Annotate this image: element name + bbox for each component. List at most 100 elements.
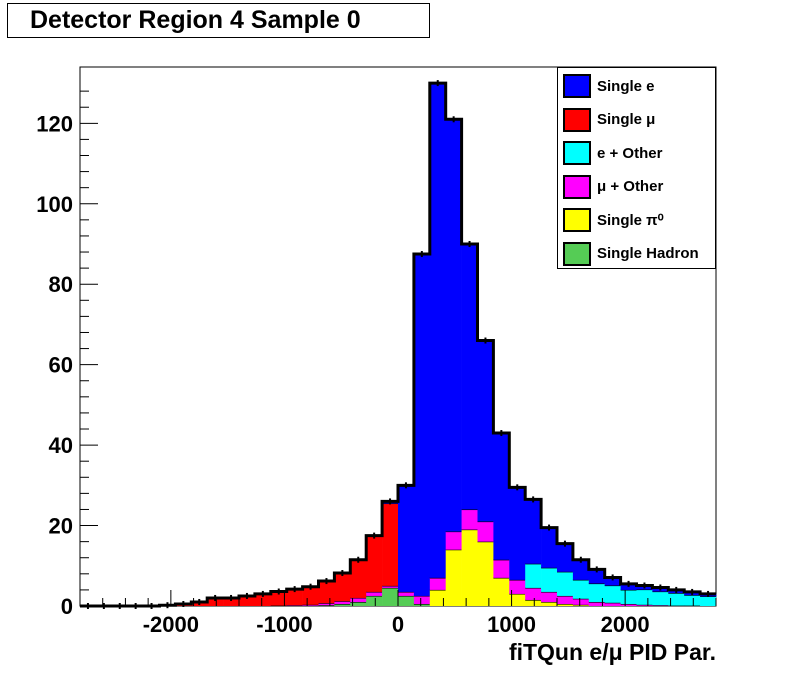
bar-segment-3-bin-31 xyxy=(572,579,590,599)
bar-segment-2-bin-28 xyxy=(525,587,542,600)
bar-segment-0-bin-19 xyxy=(382,587,399,606)
y-tick-label: 80 xyxy=(49,272,73,297)
bar-segment-3-bin-30 xyxy=(557,571,574,596)
x-tick-label: 2000 xyxy=(601,612,650,637)
legend-label: Single e xyxy=(597,77,655,95)
y-axis-ticks: 0 20 40 60 80 100 120 xyxy=(36,90,98,619)
legend-label: Single Hadron xyxy=(597,245,699,262)
bar-segment-5-bin-27 xyxy=(509,487,526,580)
bar-segment-0-bin-18 xyxy=(366,595,383,606)
bar-segment-5-bin-24 xyxy=(461,243,478,510)
bar-segment-5-bin-33 xyxy=(604,577,621,586)
bar-segment-4-bin-19 xyxy=(382,503,399,586)
bar-segment-5-bin-26 xyxy=(493,433,510,560)
y-tick-label: 60 xyxy=(49,353,73,378)
bar-segment-3-bin-29 xyxy=(541,567,558,592)
bar-segment-4-bin-17 xyxy=(350,559,367,598)
bar-segment-1-bin-29 xyxy=(541,601,558,606)
y-tick-label: 0 xyxy=(61,594,73,619)
y-tick-label: 40 xyxy=(49,433,73,458)
x-tick-label: -2000 xyxy=(143,612,199,637)
bar-segment-1-bin-25 xyxy=(477,541,494,606)
x-tick-label: 0 xyxy=(392,612,404,637)
x-tick-label: 1000 xyxy=(487,612,536,637)
bar-segment-3-bin-34 xyxy=(620,589,637,604)
legend-item: Single μ xyxy=(563,106,655,134)
y-tick-label: 20 xyxy=(49,514,73,539)
bar-segment-2-bin-23 xyxy=(445,531,462,550)
bar-segment-2-bin-32 xyxy=(588,601,605,606)
legend-item: μ + Other xyxy=(563,173,663,201)
bar-segment-1-bin-30 xyxy=(557,603,574,606)
bar-segment-4-bin-15 xyxy=(318,581,335,604)
bar-segment-2-bin-22 xyxy=(429,577,446,590)
bar-segment-3-bin-35 xyxy=(636,589,653,605)
bar-segment-4-bin-10 xyxy=(239,595,256,606)
bar-segment-5-bin-23 xyxy=(445,119,462,532)
bar-segment-4-bin-12 xyxy=(270,591,287,606)
legend-swatch xyxy=(563,241,591,266)
bar-segment-3-bin-33 xyxy=(604,585,621,603)
bar-segment-2-bin-30 xyxy=(557,595,574,604)
bar-segment-2-bin-31 xyxy=(572,598,590,605)
bar-segment-1-bin-28 xyxy=(525,599,542,606)
bar-segment-2-bin-15 xyxy=(318,603,335,606)
legend-swatch xyxy=(563,74,591,98)
bar-segment-5-bin-28 xyxy=(525,499,542,564)
legend-label: μ + Other xyxy=(597,178,664,195)
bar-segment-5-bin-29 xyxy=(541,527,558,568)
bar-segment-2-bin-18 xyxy=(366,591,383,596)
bar-segment-2-bin-20 xyxy=(398,591,415,596)
bar-segment-5-bin-20 xyxy=(398,485,415,592)
bar-segment-2-bin-14 xyxy=(302,604,319,606)
bar-segment-2-bin-33 xyxy=(604,602,621,606)
legend-item: Single e xyxy=(563,72,655,100)
legend-swatch xyxy=(563,174,591,199)
bar-segment-5-bin-32 xyxy=(588,569,605,584)
bar-segment-2-bin-34 xyxy=(620,603,637,606)
bar-segment-1-bin-24 xyxy=(461,529,478,606)
legend-swatch xyxy=(563,107,591,132)
x-axis-label: fiTQun e/μ PID Par. xyxy=(509,639,716,665)
total-outline xyxy=(80,80,716,609)
bar-segment-0-bin-16 xyxy=(334,603,351,606)
bar-segment-1-bin-22 xyxy=(429,589,446,606)
chart-title: Detector Region 4 Sample 0 xyxy=(7,3,430,38)
bar-segment-4-bin-16 xyxy=(334,573,351,602)
bar-segment-2-bin-29 xyxy=(541,591,558,602)
bar-segment-5-bin-34 xyxy=(620,583,637,590)
bar-segment-5-bin-22 xyxy=(429,83,446,578)
legend-item: Single π⁰ xyxy=(563,206,664,234)
bar-segment-2-bin-16 xyxy=(334,601,351,604)
legend-label: e + Other xyxy=(597,144,663,162)
bar-segment-2-bin-17 xyxy=(350,597,367,602)
legend-label: Single π⁰ xyxy=(597,212,664,229)
legend-item: e + Other xyxy=(563,139,662,167)
legend-label: Single μ xyxy=(597,111,656,128)
bar-segment-5-bin-25 xyxy=(477,340,494,522)
bar-segment-2-bin-25 xyxy=(477,521,494,542)
bar-segment-2-bin-35 xyxy=(636,604,653,606)
legend: Single e Single μ e + Other μ + Other Single… xyxy=(557,67,716,269)
bar-segment-5-bin-30 xyxy=(557,543,574,572)
bar-segment-5-bin-31 xyxy=(572,559,590,580)
bar-segment-1-bin-23 xyxy=(445,549,462,606)
bar-segment-4-bin-9 xyxy=(223,597,240,606)
bar-segment-3-bin-36 xyxy=(652,591,669,606)
bar-segment-4-bin-8 xyxy=(207,597,224,606)
x-axis-ticks: -2000 -1000 0 1000 2000 xyxy=(79,590,717,637)
bar-segment-1-bin-31 xyxy=(572,604,590,606)
bar-segment-3-bin-28 xyxy=(525,563,542,588)
histogram-bars xyxy=(159,82,717,607)
bar-segment-2-bin-24 xyxy=(461,509,478,530)
legend-item: Single Hadron xyxy=(563,240,699,268)
bar-segment-0-bin-17 xyxy=(350,601,367,606)
bar-segment-1-bin-26 xyxy=(493,577,510,606)
bar-segment-2-bin-26 xyxy=(493,559,510,578)
total-step-line xyxy=(80,81,716,608)
bar-segment-0-bin-20 xyxy=(398,595,415,606)
bar-segment-3-bin-32 xyxy=(588,583,605,602)
bar-segment-2-bin-19 xyxy=(382,585,399,588)
x-tick-label: -1000 xyxy=(256,612,312,637)
